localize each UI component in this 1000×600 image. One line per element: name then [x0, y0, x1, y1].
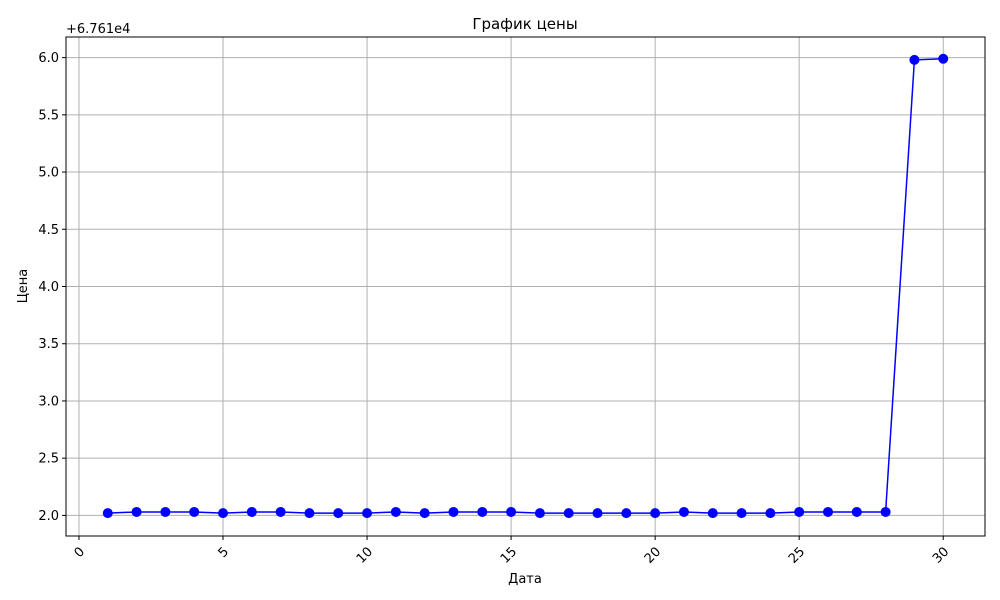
chart-title: График цены — [472, 15, 577, 33]
x-tick-label: 15 — [498, 544, 520, 566]
y-tick-label: 4.0 — [38, 280, 59, 295]
y-offset-label: +6.761e4 — [66, 22, 130, 37]
x-axis-label: Дата — [508, 572, 542, 587]
data-point — [362, 508, 373, 519]
y-tick-label: 5.5 — [38, 108, 59, 123]
data-point — [880, 506, 891, 517]
data-point — [707, 508, 718, 519]
data-point — [419, 508, 430, 519]
x-tick-label: 0 — [72, 544, 88, 560]
data-point — [909, 54, 920, 65]
data-point — [621, 508, 632, 519]
data-point — [448, 506, 459, 517]
y-axis-ticks: 2.0 2.5 3.0 3.5 4.0 4.5 5.0 5.5 6.0 — [38, 51, 66, 524]
data-point — [506, 506, 517, 517]
data-point — [822, 506, 833, 517]
data-point — [390, 506, 401, 517]
data-point — [534, 508, 545, 519]
data-point — [794, 506, 805, 517]
data-point — [851, 506, 862, 517]
x-tick-label: 25 — [786, 544, 808, 566]
y-tick-label: 3.5 — [38, 337, 59, 352]
y-tick-label: 4.5 — [38, 223, 59, 238]
x-axis-ticks: 0 5 10 15 20 25 30 — [72, 536, 952, 567]
data-point — [275, 506, 286, 517]
y-axis-label: Цена — [16, 269, 31, 304]
data-point — [218, 508, 229, 519]
data-point — [160, 506, 171, 517]
series-group — [102, 53, 949, 519]
data-point — [765, 508, 776, 519]
data-point — [678, 506, 689, 517]
data-point — [102, 508, 113, 519]
data-point — [938, 53, 949, 64]
data-point — [477, 506, 488, 517]
x-tick-label: 30 — [930, 544, 952, 566]
data-point — [592, 508, 603, 519]
data-point — [736, 508, 747, 519]
y-tick-label: 2.0 — [38, 509, 59, 524]
y-tick-label: 3.0 — [38, 394, 59, 409]
y-tick-label: 5.0 — [38, 166, 59, 181]
data-point — [333, 508, 344, 519]
data-point — [650, 508, 661, 519]
x-tick-label: 10 — [354, 544, 376, 566]
data-point — [131, 506, 142, 517]
y-tick-label: 6.0 — [38, 51, 59, 66]
x-tick-label: 5 — [216, 544, 232, 560]
x-tick-label: 20 — [642, 544, 664, 566]
data-point — [246, 506, 257, 517]
data-point — [563, 508, 574, 519]
y-tick-label: 2.5 — [38, 452, 59, 467]
data-point — [304, 508, 315, 519]
data-point — [189, 506, 200, 517]
